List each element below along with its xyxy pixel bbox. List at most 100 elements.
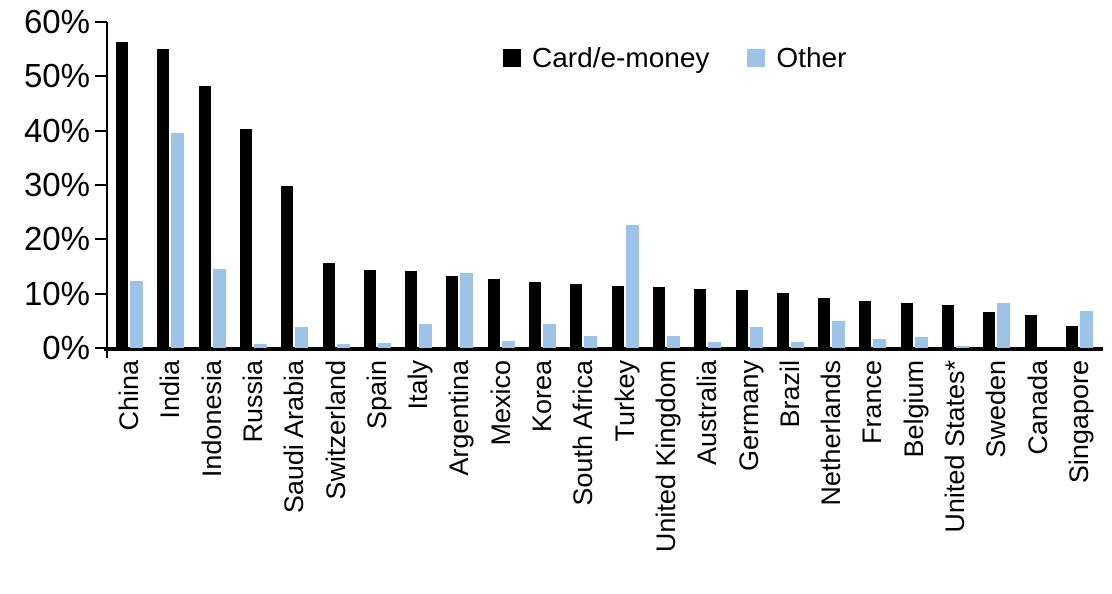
x-axis-label: Switzerland: [320, 360, 351, 500]
x-axis-label: United Kingdom: [650, 360, 681, 553]
bar-other: [130, 281, 144, 348]
category-slot: [192, 22, 233, 348]
y-axis-tick: [95, 347, 107, 349]
x-axis-label: France: [857, 360, 888, 445]
bar-other: [914, 336, 928, 348]
category-slot: [976, 22, 1017, 348]
y-axis-label: 0%: [42, 329, 90, 366]
category-slot: [315, 22, 356, 348]
category-slot: [811, 22, 852, 348]
bar-other: [584, 335, 598, 348]
bar-card-e-money: [776, 293, 789, 348]
bar-other: [543, 323, 557, 348]
x-axis-label: Turkey: [609, 360, 640, 442]
legend-entry: Other: [747, 44, 846, 72]
category-slot: [522, 22, 563, 348]
bar-card-e-money: [487, 278, 500, 348]
x-axis-label: Germany: [733, 360, 764, 472]
bar-card-e-money: [983, 312, 996, 348]
category-slot: [109, 22, 150, 348]
x-axis-label: Spain: [361, 360, 392, 430]
bar-other: [460, 273, 474, 348]
x-axis-label: Saudi Arabia: [279, 360, 310, 514]
category-slot: [852, 22, 893, 348]
x-axis-label: India: [155, 360, 186, 419]
bar-card-e-money: [529, 281, 542, 348]
x-axis-label: Singapore: [1063, 360, 1094, 484]
bar-card-e-money: [322, 263, 335, 348]
bar-card-e-money: [611, 285, 624, 348]
bar-other: [832, 321, 846, 348]
x-axis-label: South Africa: [568, 360, 599, 506]
bar-card-e-money: [652, 287, 665, 348]
bar-card-e-money: [157, 49, 170, 348]
bar-card-e-money: [694, 288, 707, 348]
legend-label: Other: [776, 42, 847, 73]
x-axis-label: Australia: [692, 360, 723, 466]
category-slot: [481, 22, 522, 348]
bar-card-e-money: [405, 271, 418, 348]
x-axis-label: Sweden: [981, 360, 1012, 458]
bar-other: [873, 339, 887, 348]
bar-card-e-money: [363, 270, 376, 348]
bar-other: [254, 343, 268, 348]
category-slot: [605, 22, 646, 348]
x-axis-label: Belgium: [898, 360, 929, 458]
bar-other: [749, 326, 763, 348]
x-axis-label-slot: Singapore: [1055, 360, 1104, 590]
category-slot: [398, 22, 439, 348]
bar-other: [997, 303, 1011, 348]
category-slot: [728, 22, 769, 348]
x-axis-label: Netherlands: [816, 360, 847, 506]
x-axis-label: Canada: [1022, 360, 1053, 455]
y-axis-label: 40%: [23, 111, 90, 149]
x-axis-label: United States*: [939, 360, 970, 533]
bar-card-e-money: [859, 300, 872, 348]
y-axis-label: 10%: [23, 274, 90, 312]
bar-card-e-money: [198, 86, 211, 348]
y-axis-label: 60%: [23, 3, 90, 40]
category-slot: [935, 22, 976, 348]
category-slot: [233, 22, 274, 348]
x-axis-label: China: [114, 360, 145, 431]
category-slot: [1059, 22, 1100, 348]
legend-label: Card/e-money: [532, 42, 710, 73]
bar-card-e-money: [116, 42, 129, 348]
bar-card-e-money: [900, 303, 913, 348]
bar-other: [625, 225, 639, 348]
category-slot: [770, 22, 811, 348]
bar-other: [336, 344, 350, 348]
bar-other: [1079, 311, 1093, 348]
x-axis-label: Italy: [403, 360, 434, 410]
x-axis-label: Argentina: [444, 360, 475, 476]
bar-other: [501, 340, 515, 348]
x-axis-label: Russia: [238, 360, 269, 443]
y-axis-tick: [95, 184, 107, 186]
x-axis-label: Korea: [527, 360, 558, 433]
legend-swatch-card-e-money: [503, 49, 521, 67]
bar-other: [708, 342, 722, 348]
bar-card-e-money: [240, 128, 253, 348]
y-axis-tick: [95, 129, 107, 132]
bar-card-e-money: [1024, 314, 1037, 348]
bar-card-e-money: [281, 186, 294, 348]
y-axis-tick: [95, 238, 107, 241]
y-axis-tick: [95, 21, 107, 23]
category-slot: [439, 22, 480, 348]
category-slot: [687, 22, 728, 348]
bar-other: [955, 346, 969, 348]
bar-other: [790, 341, 804, 348]
category-slot: [357, 22, 398, 348]
bar-other: [666, 335, 680, 348]
category-slot: [646, 22, 687, 348]
category-slot: [150, 22, 191, 348]
x-axis-label: Brazil: [774, 360, 805, 428]
category-slot: [274, 22, 315, 348]
x-axis-label: Mexico: [485, 360, 516, 446]
category-slot: [563, 22, 604, 348]
bar-card-e-money: [818, 297, 831, 348]
bar-card-e-money: [570, 284, 583, 348]
bar-card-e-money: [941, 304, 954, 348]
bar-other: [419, 323, 433, 348]
bar-other: [212, 269, 226, 348]
